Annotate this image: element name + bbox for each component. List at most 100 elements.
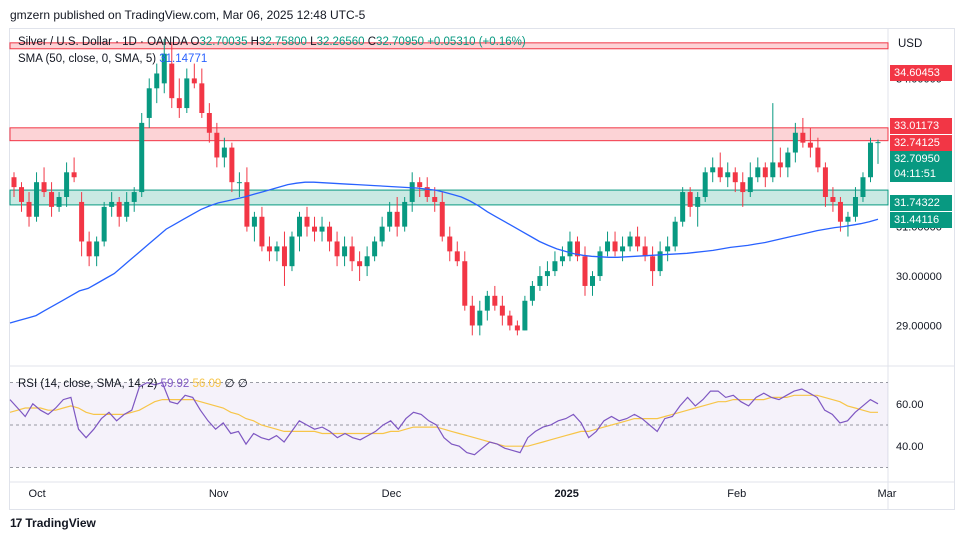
x-tick-label: Nov [209,488,229,500]
candle-body [447,236,453,252]
tradingview-logo-icon: 17 [10,516,22,530]
candle-body [274,246,280,252]
open-value: 32.70035 [199,36,248,48]
candle-body [229,147,235,183]
candle-body [439,201,445,237]
candle-body [259,216,265,247]
candle-body [687,192,693,207]
candle-body [109,201,115,207]
sma-label: SMA (50, close, 0, SMA, 5) [18,53,157,65]
candle-body [484,295,490,311]
candle-body [154,73,160,89]
candle-body [462,261,468,306]
candle-body [612,241,618,252]
candle-body [304,216,310,227]
candle-body [34,182,40,217]
candle-body [837,201,843,222]
candle-body [71,172,77,178]
x-tick-label: Mar [878,488,897,500]
candle-body [424,187,430,197]
candle-body [206,113,212,133]
candle-body [507,315,513,326]
candle-body [342,246,348,257]
candle-body [169,63,175,99]
candle-body [161,53,167,84]
x-tick-label: Feb [727,488,746,500]
publisher-caption: gmzern published on TradingView.com, Mar… [10,8,366,22]
zone-resistance-1 [9,127,889,142]
candle-body [319,226,325,232]
candle-body [214,132,220,158]
candle-body [574,241,580,257]
candle-body [402,201,408,227]
candle-body [191,78,197,84]
candle-body [26,201,32,217]
price-tag-resistance-top: 34.60453 [890,65,952,81]
x-tick-label: Dec [382,488,402,500]
candle-body [680,192,686,222]
close-value: 32.70950 [376,36,425,48]
candle-body [620,246,626,252]
low-value: 32.26560 [316,36,365,48]
candle-body [266,246,272,252]
rsi-extra-1: ∅ [224,378,235,390]
candle-body [357,261,363,267]
candle-body [695,197,701,207]
candle-body [755,167,761,178]
rsi-line [9,381,879,456]
close-label: C [367,36,377,48]
candle-body [49,192,55,207]
price-tag-last-close: 32.70950 [890,151,952,167]
low-label: L [310,36,317,48]
candle-body [657,251,663,272]
candle-body [417,182,423,188]
candle-body [792,132,798,153]
high-value: 32.75800 [258,36,307,48]
candle-body [559,256,565,262]
candle-body [845,216,851,222]
candle-body [251,216,257,227]
x-tick-label: 2025 [554,488,578,500]
price-tag-countdown: 04:11:51 [890,166,952,182]
candle-body [650,256,656,272]
zone-support-2 [9,189,889,206]
candle-body [296,216,302,237]
candle-body [236,182,242,184]
candle-body [349,246,355,262]
candle-body [372,241,378,257]
candle-body [605,241,611,252]
rsi-value: 59.92 [160,378,190,390]
open-label: O [190,36,200,48]
currency-label[interactable]: USD [898,38,923,50]
candle-body [552,261,558,272]
rsi-y-tick-label: 60.00 [896,399,924,411]
candle-body [544,271,550,277]
candle-body [732,172,738,183]
candle-body [627,236,633,247]
y-tick-label: 30.00000 [896,271,942,283]
chart-frame [9,28,955,510]
candle-body [64,172,70,197]
price-tag-resistance-low: 32.74125 [890,135,952,151]
candle-body [334,241,340,257]
candle-body [672,221,678,247]
candle-body [327,226,333,242]
change-value: +0.05310 (+0.16%) [427,36,526,48]
candle-body [124,201,130,217]
candle-body [312,226,318,232]
price-tag-resistance-high: 33.01173 [890,118,952,134]
candle-body [131,192,137,202]
candle-body [244,182,250,227]
candle-body [875,142,881,144]
y-tick-label: 29.00000 [896,320,942,332]
candle-body [815,147,821,168]
candle-body [785,152,791,168]
candle-body [221,147,227,158]
candle-body [529,285,535,301]
candle-body [86,241,92,257]
candle-body [740,182,746,193]
candle-body [537,276,543,286]
rsi-sma-line [9,394,878,447]
tradingview-footer[interactable]: 17 TradingView [10,516,96,530]
